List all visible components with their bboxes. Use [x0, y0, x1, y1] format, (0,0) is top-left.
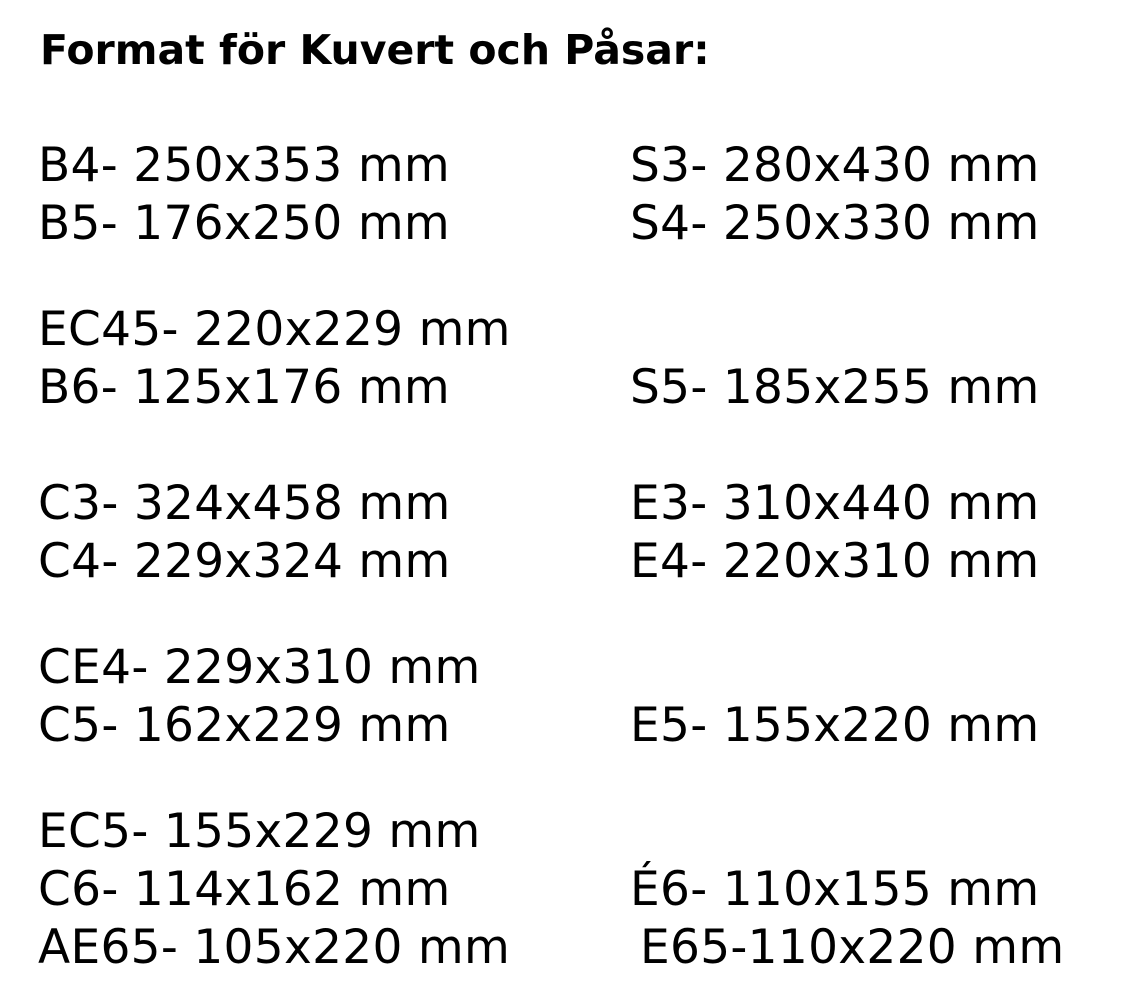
format-entry-ae65: AE65- 105x220 mm [38, 920, 511, 975]
format-entry-c4: C4- 229x324 mm [38, 534, 451, 589]
format-entry-ec5: EC5- 155x229 mm [38, 804, 481, 859]
format-entry-e5: E5- 155x220 mm [630, 698, 1040, 753]
page-title: Format för Kuvert och Påsar: [40, 26, 710, 74]
format-entry-s3: S3- 280x430 mm [630, 138, 1040, 193]
format-entry-e6: É6- 110x155 mm [630, 862, 1040, 917]
format-entry-e3: E3- 310x440 mm [630, 476, 1040, 531]
format-entry-e65: E65-110x220 mm [640, 920, 1065, 975]
format-entry-ec45: EC45- 220x229 mm [38, 302, 511, 357]
format-entry-b6: B6- 125x176 mm [38, 360, 450, 415]
format-entry-b5: B5- 176x250 mm [38, 196, 450, 251]
format-entry-s4: S4- 250x330 mm [630, 196, 1040, 251]
format-entry-c5: C5- 162x229 mm [38, 698, 451, 753]
format-entry-c6: C6- 114x162 mm [38, 862, 451, 917]
format-entry-b4: B4- 250x353 mm [38, 138, 450, 193]
format-entry-c3: C3- 324x458 mm [38, 476, 451, 531]
format-entry-s5: S5- 185x255 mm [630, 360, 1040, 415]
format-entry-e4: E4- 220x310 mm [630, 534, 1040, 589]
format-entry-ce4: CE4- 229x310 mm [38, 640, 481, 695]
